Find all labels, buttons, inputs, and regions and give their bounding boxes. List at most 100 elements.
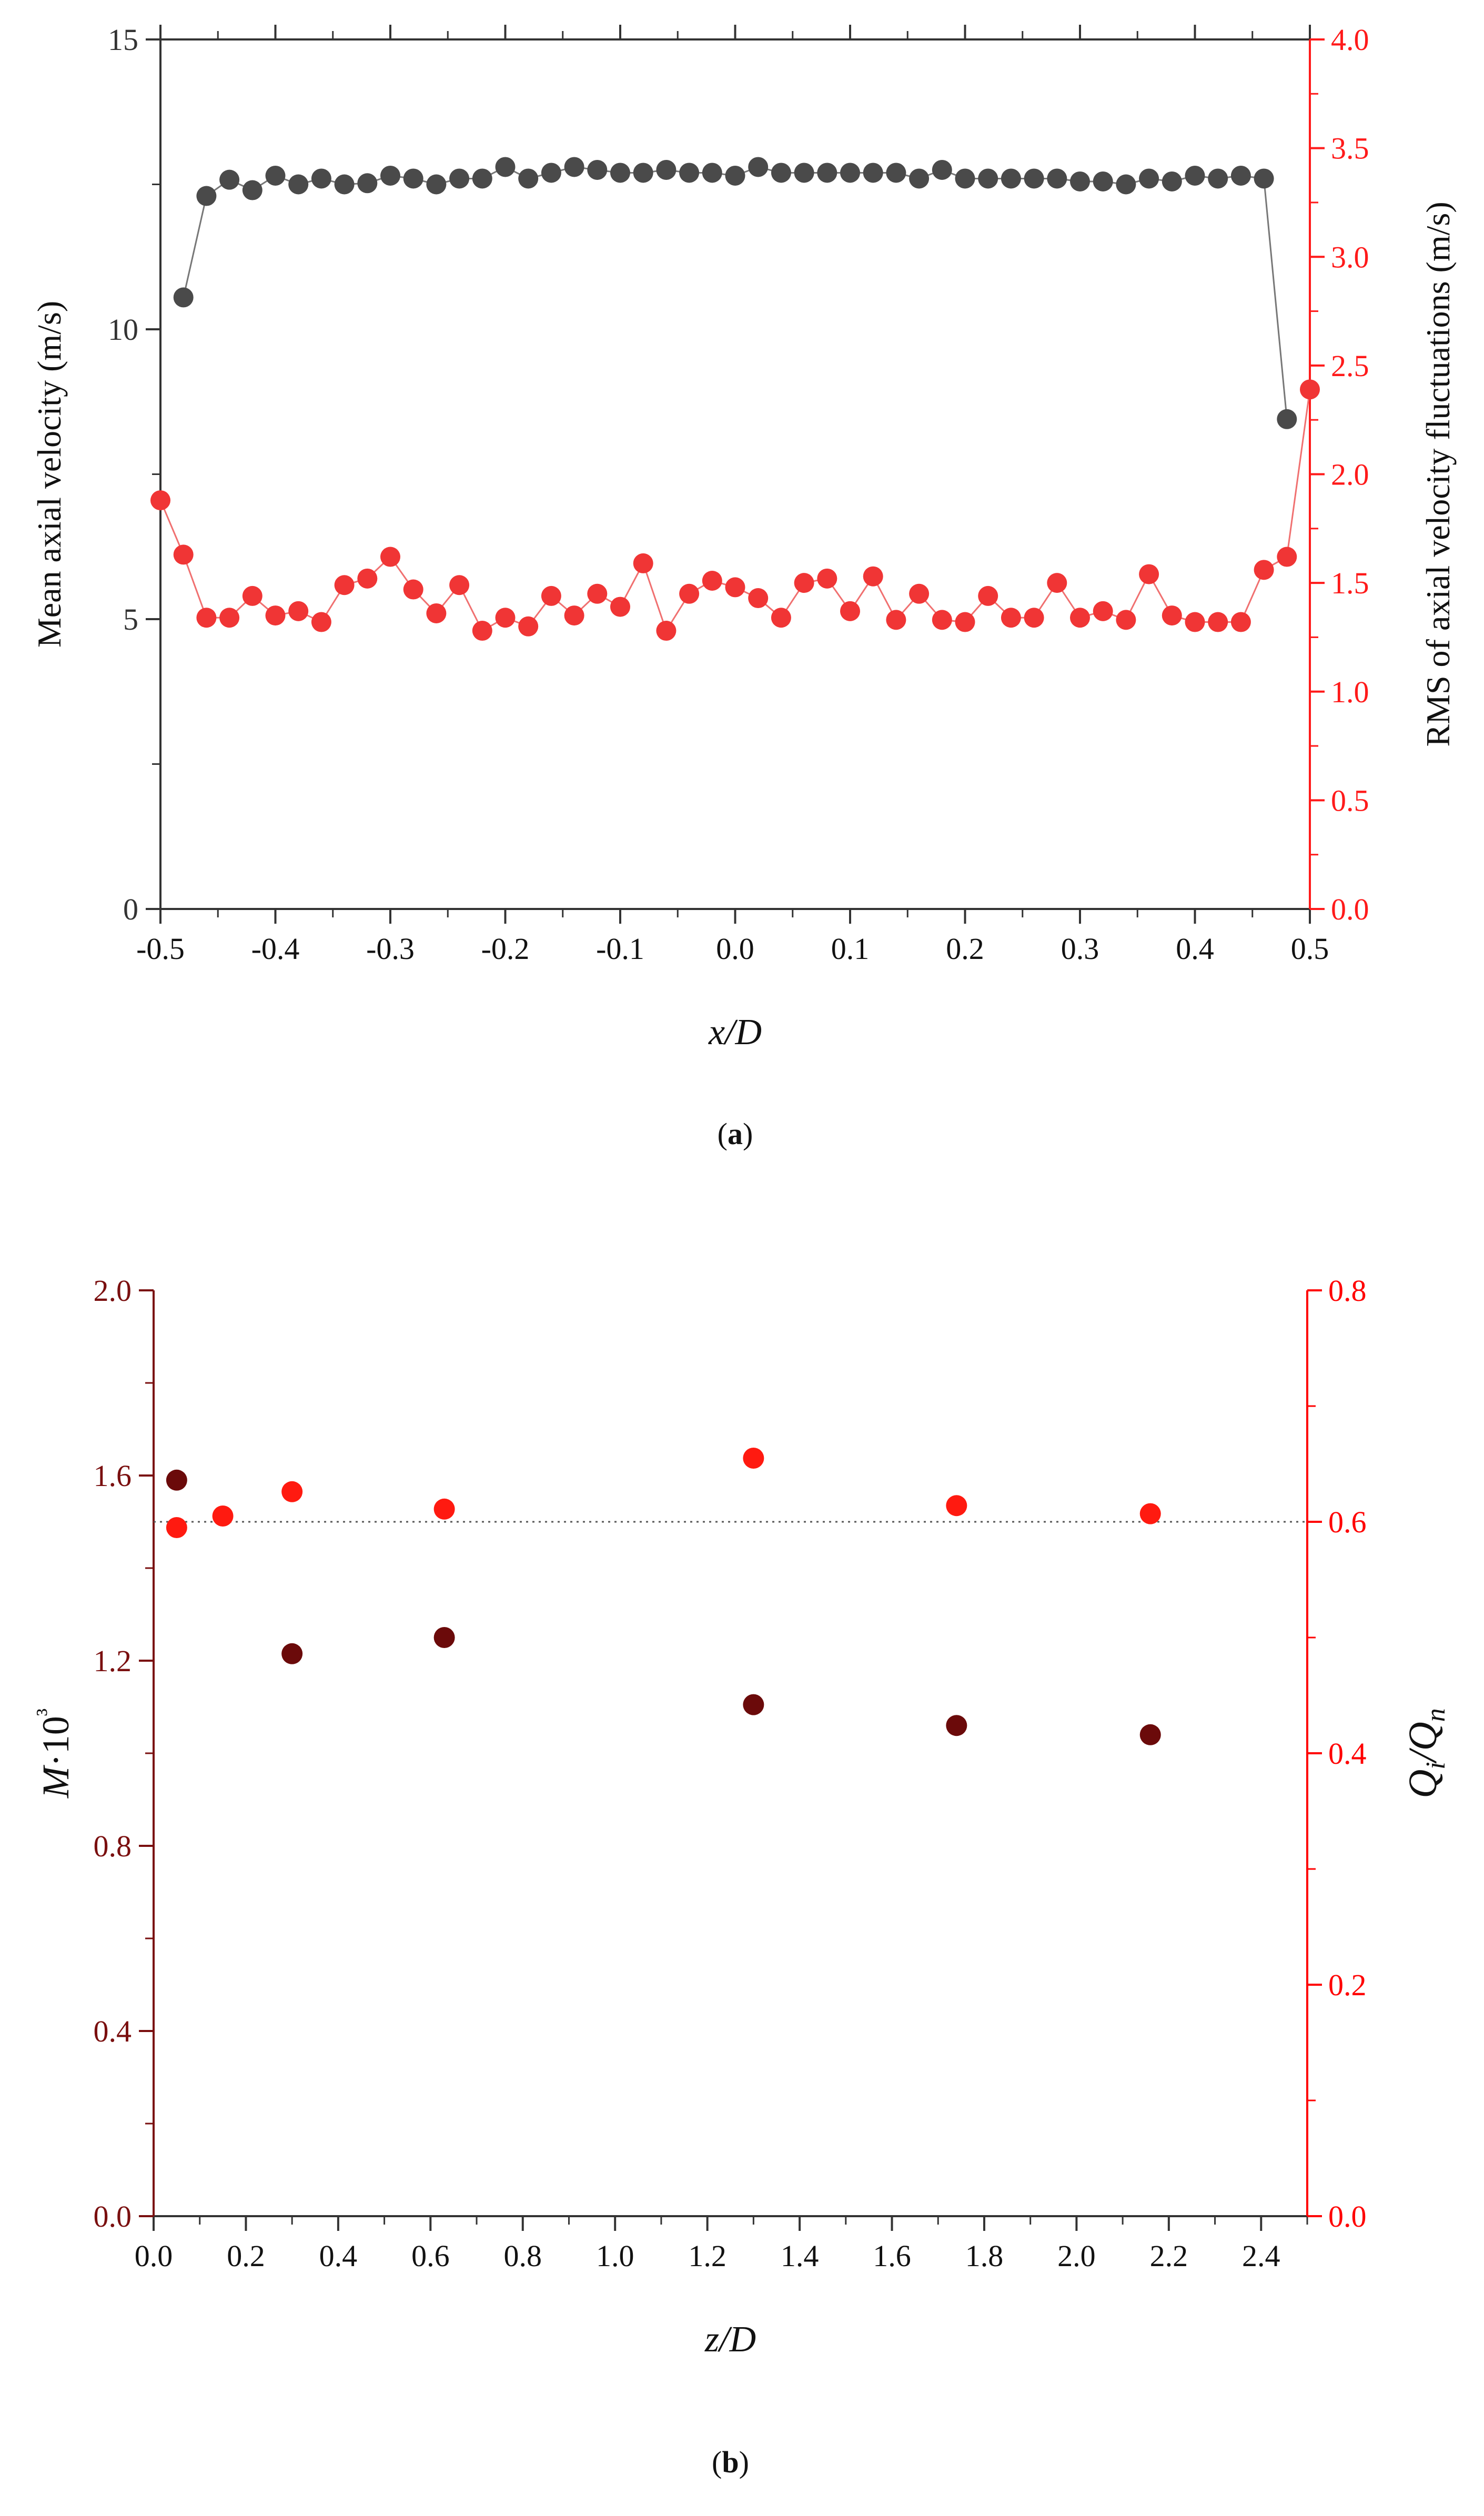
rms-point [748,588,769,609]
y-tick-label: 5 [123,602,138,636]
x-tick-label: 1.6 [873,2239,911,2273]
y-right-tick-label: 1.0 [1331,675,1369,709]
y-tick-label: 1.2 [94,1644,132,1678]
m-point [743,1694,764,1715]
y-right-tick-label: 0.0 [1331,892,1369,926]
x-tick-label: 0.1 [831,932,870,966]
mean-velocity-point [679,163,700,183]
rms-point [403,579,423,600]
qi-qn-point [166,1517,187,1538]
mean-velocity-point [1277,409,1297,429]
mean-velocity-point [633,163,653,183]
rms-point [1300,379,1320,400]
mean-velocity-point [909,168,930,189]
mean-velocity-point [702,163,722,183]
rms-point [794,573,814,593]
y-tick-label: 0.0 [94,2199,132,2234]
mean-velocity-point [541,163,561,183]
qi-qn-point [433,1498,455,1520]
rms-point [1001,608,1021,628]
mean-velocity-point [334,174,355,195]
rms-point [1116,610,1136,630]
qi-qn-point [212,1505,234,1527]
x-tick-label: -0.4 [251,932,300,966]
x-tick-label: 0.3 [1061,932,1099,966]
rms-point [1047,573,1067,593]
mean-velocity-point [449,168,470,189]
y-axis-label: Mean axial velocity (m/s) [31,301,68,648]
x-tick-label: 2.0 [1057,2239,1096,2273]
rms-point [863,566,883,587]
x-tick-label: 0.2 [227,2239,265,2273]
mean-velocity-point [1254,168,1274,189]
mean-velocity-point [518,168,539,189]
rms-point [840,601,860,621]
rms-point [541,585,561,606]
x-tick-label: 1.2 [688,2239,726,2273]
x-tick-label: 0.0 [716,932,754,966]
m-point [1139,1724,1161,1745]
mean-velocity-point [472,168,492,189]
m-point [946,1715,967,1736]
mean-velocity-point [932,159,952,180]
rms-point [771,608,791,628]
m-point [166,1469,187,1491]
x-tick-label: 0.4 [319,2239,358,2273]
mean-velocity-point [1070,171,1090,191]
mean-velocity-point [495,157,516,177]
rms-point [587,583,608,604]
x-tick-label: 1.0 [596,2239,634,2273]
rms-point [265,605,286,626]
mean-velocity-point [955,168,975,189]
y-right-axis-label: RMS of axial velocity fluctuations (m/s) [1419,201,1457,746]
rms-point [1277,547,1297,567]
x-axis-label: x/D [708,1012,762,1053]
m-point [433,1627,455,1648]
mean-velocity-point [587,159,608,180]
rms-point [1162,605,1182,626]
rms-point [426,603,447,623]
y-right-tick-label: 0.6 [1328,1505,1367,1539]
y-right-tick-label: 4.0 [1331,23,1369,57]
rms-point [242,585,263,606]
rms-point [1093,601,1113,621]
mean-velocity-point [794,163,814,183]
rms-point [1139,564,1159,584]
x-tick-label: 0.2 [946,932,984,966]
x-tick-label: 1.4 [781,2239,819,2273]
rms-point [679,583,700,604]
rms-point [978,585,998,606]
mean-velocity-point [242,180,263,200]
mean-velocity-point [748,157,769,177]
rms-point [357,568,378,589]
rms-point [656,621,677,641]
y-right-axis-label: Qi/Qn [1401,1708,1451,1798]
y-tick-label: 2.0 [94,1274,132,1308]
mean-velocity-point [288,174,309,195]
x-tick-label: 2.2 [1150,2239,1188,2273]
panel-label-b: (b) [712,2445,749,2479]
rms-point [725,577,745,598]
y-tick-label: 0.8 [94,1829,132,1863]
mean-velocity-point [311,168,331,189]
rms-point [150,490,170,511]
mean-velocity-point [1230,165,1251,186]
mean-velocity-point [219,169,240,190]
mean-velocity-point [1093,171,1113,191]
y-right-tick-label: 0.2 [1328,1968,1367,2002]
rms-point [196,608,217,628]
mean-velocity-point [1001,168,1021,189]
mean-velocity-point [610,163,630,183]
rms-point [334,575,355,595]
mean-velocity-point [173,287,194,308]
rms-point [449,575,470,595]
x-tick-label: 1.8 [965,2239,1004,2273]
mean-velocity-point [1047,168,1067,189]
rms-point [955,612,975,632]
rms-point [495,608,516,628]
y-tick-label: 0 [123,892,138,926]
rms-point [219,608,240,628]
mean-velocity-point [1208,168,1228,189]
x-tick-label: 0.4 [1176,932,1214,966]
mean-velocity-point [1162,171,1182,191]
